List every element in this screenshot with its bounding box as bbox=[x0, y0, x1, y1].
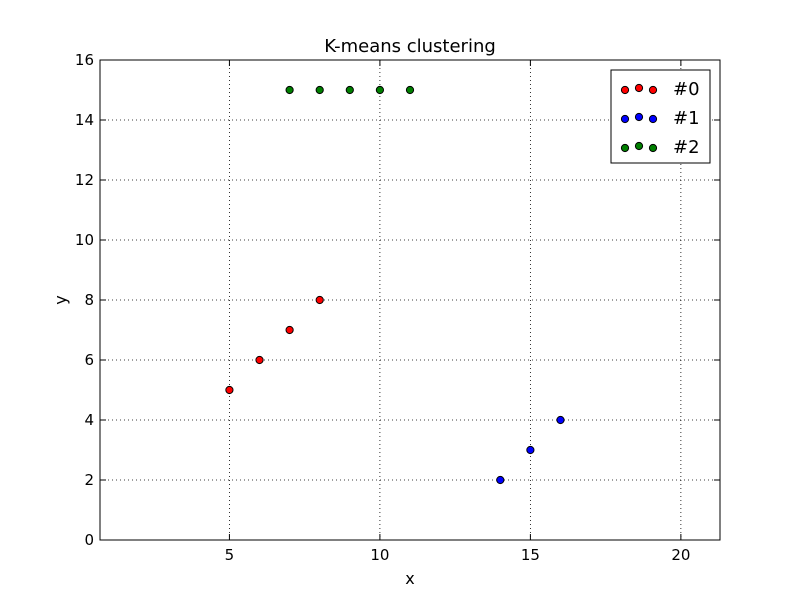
y-axis-label: y bbox=[51, 295, 70, 304]
data-point-series-1 bbox=[526, 445, 535, 455]
y-tick-label: 2 bbox=[84, 471, 94, 489]
x-tick-label: 20 bbox=[671, 546, 690, 564]
data-point-series-2 bbox=[405, 85, 415, 95]
data-point-series-0 bbox=[225, 385, 234, 395]
legend-marker-series-0 bbox=[648, 85, 658, 95]
data-point-series-0 bbox=[285, 325, 294, 335]
points-layer bbox=[225, 85, 565, 485]
chart-title: K-means clustering bbox=[324, 36, 496, 57]
y-tick-label: 12 bbox=[75, 171, 94, 189]
legend: #0 #1 #2 bbox=[610, 69, 711, 164]
legend-marker-series-1 bbox=[620, 114, 630, 124]
data-point-series-1 bbox=[556, 415, 565, 425]
x-tick-label: 15 bbox=[521, 546, 540, 564]
legend-label-series-1: #1 bbox=[673, 108, 700, 129]
data-point-series-0 bbox=[255, 355, 264, 365]
legend-label-series-0: #0 bbox=[673, 79, 700, 100]
y-tick-label: 6 bbox=[84, 351, 94, 369]
y-tick-label: 16 bbox=[75, 51, 94, 69]
ticks-layer: 5 10 15 20 0 2 4 6 8 10 12 14 16 bbox=[75, 51, 720, 564]
legend-marker-series-2 bbox=[648, 143, 658, 153]
legend-marker-series-2 bbox=[620, 143, 630, 153]
y-tick-label: 8 bbox=[84, 291, 94, 309]
y-tick-label: 14 bbox=[75, 111, 94, 129]
x-tick-label: 10 bbox=[370, 546, 389, 564]
x-tick-label: 5 bbox=[225, 546, 235, 564]
legend-marker-series-1 bbox=[648, 114, 658, 124]
y-tick-label: 4 bbox=[84, 411, 94, 429]
legend-marker-series-2 bbox=[634, 141, 644, 151]
x-axis-label: x bbox=[405, 569, 414, 588]
legend-label-series-2: #2 bbox=[673, 137, 700, 158]
data-point-series-0 bbox=[315, 295, 324, 305]
data-point-series-2 bbox=[345, 85, 354, 95]
data-point-series-2 bbox=[375, 85, 385, 95]
y-tick-label: 0 bbox=[84, 531, 94, 549]
data-point-series-1 bbox=[496, 475, 505, 485]
legend-marker-series-0 bbox=[620, 85, 630, 95]
legend-marker-series-1 bbox=[634, 112, 644, 122]
data-point-series-2 bbox=[315, 85, 324, 95]
data-point-series-2 bbox=[285, 85, 294, 95]
legend-marker-series-0 bbox=[634, 83, 644, 93]
y-tick-label: 10 bbox=[75, 231, 94, 249]
